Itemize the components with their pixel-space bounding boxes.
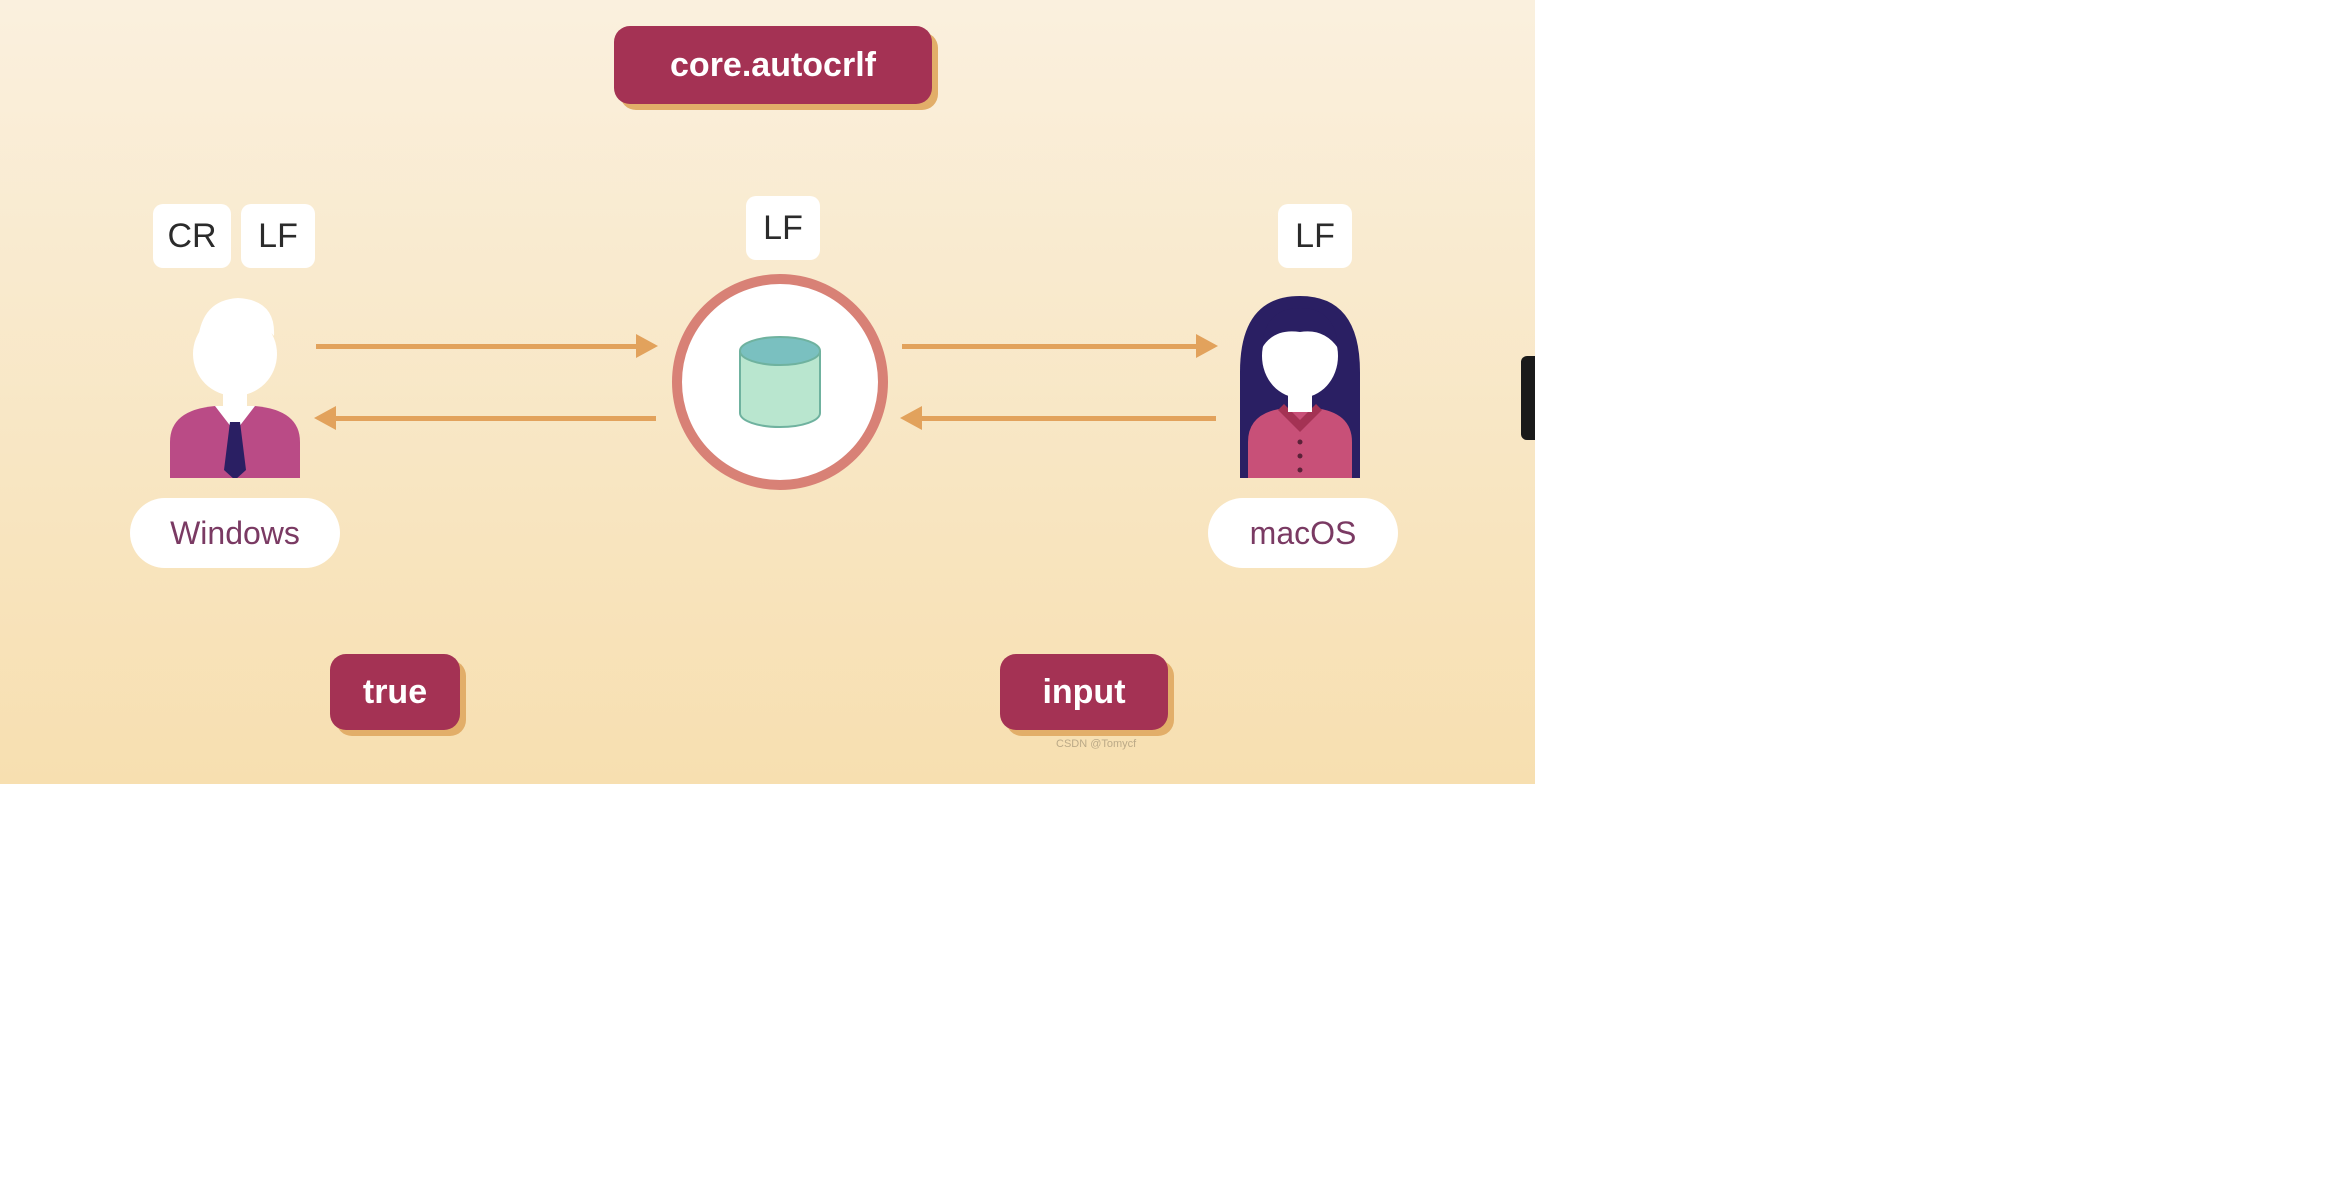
repository-icon: [672, 274, 888, 490]
value-badge-true: true: [330, 654, 460, 730]
os-label-windows-text: Windows: [170, 515, 300, 552]
chip-lf-right: LF: [1278, 204, 1352, 268]
chip-cr: CR: [153, 204, 231, 268]
title-text: core.autocrlf: [670, 46, 876, 85]
value-badge-input: input: [1000, 654, 1168, 730]
value-true-text: true: [363, 673, 427, 712]
os-label-macos: macOS: [1208, 498, 1398, 568]
chip-lf-right-text: LF: [1295, 217, 1335, 256]
chip-lf-left-text: LF: [258, 217, 298, 256]
os-label-macos-text: macOS: [1250, 515, 1357, 552]
watermark-text: CSDN @Tomycf: [1056, 738, 1136, 750]
diagram-canvas: core.autocrlf CR LF Windows LF: [0, 0, 1535, 784]
person-windows-icon: [160, 282, 310, 478]
chip-lf-left: LF: [241, 204, 315, 268]
os-label-windows: Windows: [130, 498, 340, 568]
title-badge: core.autocrlf: [614, 26, 932, 104]
value-input-text: input: [1042, 673, 1125, 712]
database-cylinder-icon: [736, 335, 824, 429]
chip-lf-center-text: LF: [763, 209, 803, 248]
side-tab-icon: [1521, 356, 1535, 440]
chip-cr-text: CR: [167, 217, 216, 256]
chip-lf-center: LF: [746, 196, 820, 260]
person-macos-icon: [1220, 282, 1380, 478]
